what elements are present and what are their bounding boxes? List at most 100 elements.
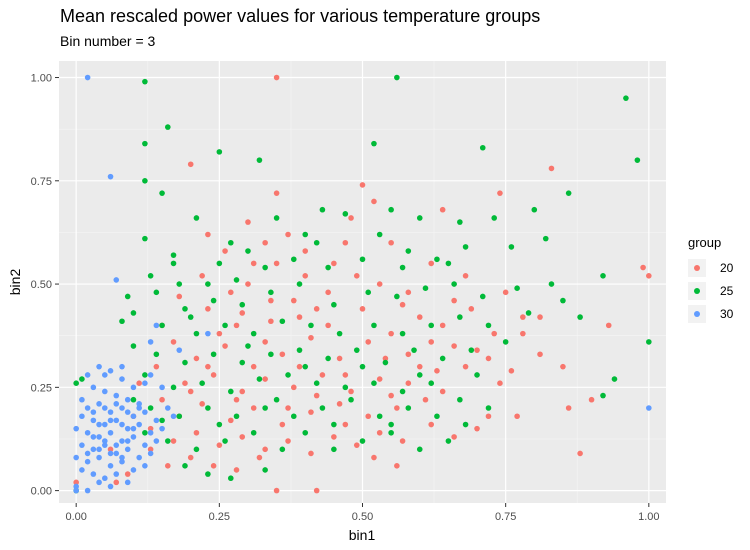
data-point-20 [422, 396, 429, 403]
data-point-25 [479, 144, 486, 151]
data-point-30 [130, 467, 137, 473]
data-point-20 [210, 463, 217, 469]
data-point-20 [205, 231, 211, 238]
data-point-25 [313, 380, 320, 387]
data-point-25 [147, 405, 154, 411]
data-point-30 [130, 434, 137, 440]
data-point-20 [325, 289, 331, 296]
data-point-20 [474, 347, 480, 353]
x-axis-title: bin1 [349, 527, 376, 543]
data-point-20 [290, 297, 297, 304]
data-point-25 [124, 293, 131, 300]
data-point-25 [170, 260, 177, 267]
data-point-25 [79, 376, 85, 382]
x-tick-label: 0.75 [495, 511, 516, 523]
data-point-20 [588, 396, 595, 403]
data-point-30 [90, 471, 97, 477]
data-point-30 [153, 438, 160, 444]
data-point-25 [279, 446, 286, 453]
data-point-20 [285, 231, 291, 238]
data-point-25 [262, 467, 268, 473]
legend-label-30: 30 [720, 307, 734, 321]
data-point-25 [210, 297, 217, 304]
data-point-20 [548, 165, 555, 172]
data-point-25 [296, 347, 303, 353]
data-point-25 [416, 215, 423, 221]
data-point-20 [388, 330, 394, 337]
data-point-30 [136, 405, 142, 411]
data-point-20 [577, 450, 583, 457]
data-point-25 [250, 330, 257, 337]
data-point-20 [348, 215, 354, 221]
data-point-20 [416, 363, 423, 370]
data-point-20 [296, 314, 303, 320]
data-point-30 [142, 409, 148, 415]
data-point-20 [170, 339, 177, 345]
data-point-25 [371, 322, 377, 329]
data-point-30 [107, 417, 114, 424]
data-point-30 [153, 322, 160, 329]
data-point-25 [216, 421, 223, 428]
data-point-30 [102, 405, 108, 411]
data-point-30 [119, 376, 125, 382]
data-point-25 [600, 273, 606, 279]
data-point-20 [187, 454, 194, 461]
y-axis-ticks: 0.00 0.25 0.50 0.75 1.00 [31, 73, 59, 498]
data-point-30 [79, 396, 85, 403]
legend-title: group [688, 235, 721, 250]
data-point-20 [262, 339, 268, 345]
data-point-30 [96, 363, 102, 370]
data-point-20 [308, 334, 314, 341]
data-point-30 [170, 413, 177, 420]
data-point-25 [531, 206, 538, 213]
data-point-20 [537, 314, 543, 320]
data-point-20 [428, 421, 435, 428]
data-points [73, 74, 652, 494]
data-point-30 [113, 417, 120, 424]
data-point-20 [124, 471, 131, 477]
data-point-25 [176, 281, 183, 287]
data-point-25 [130, 343, 137, 349]
data-point-20 [165, 463, 171, 469]
data-point-25 [147, 273, 154, 279]
data-point-25 [428, 380, 435, 387]
data-point-25 [416, 372, 423, 378]
data-point-20 [176, 293, 183, 300]
data-point-25 [199, 380, 205, 387]
x-tick-label: 0.25 [209, 511, 230, 523]
data-point-20 [268, 297, 274, 304]
data-point-20 [147, 446, 154, 453]
data-point-30 [136, 421, 142, 428]
data-point-25 [399, 388, 406, 395]
data-point-20 [565, 405, 572, 411]
data-point-25 [600, 392, 606, 399]
data-point-25 [422, 285, 429, 291]
data-point-30 [84, 405, 91, 411]
data-point-25 [434, 413, 440, 420]
data-point-30 [153, 417, 160, 424]
chart-title: Mean rescaled power values for various t… [60, 6, 540, 26]
data-point-25 [170, 252, 177, 258]
data-point-20 [227, 289, 234, 296]
data-point-20 [342, 239, 349, 246]
data-point-30 [102, 421, 108, 428]
y-tick-label: 0.75 [31, 176, 52, 188]
data-point-20 [434, 368, 440, 374]
data-point-20 [273, 74, 280, 81]
data-point-30 [84, 450, 91, 457]
data-point-30 [96, 401, 102, 407]
data-point-30 [142, 442, 148, 448]
data-point-25 [227, 388, 234, 395]
data-point-20 [239, 388, 246, 395]
data-point-20 [560, 363, 566, 370]
data-point-20 [451, 343, 457, 349]
chart-subtitle: Bin number = 3 [60, 33, 156, 49]
data-point-20 [313, 487, 320, 494]
data-point-30 [84, 74, 91, 81]
data-point-30 [107, 450, 114, 457]
data-point-30 [136, 454, 142, 461]
data-point-25 [205, 405, 211, 411]
data-point-20 [216, 330, 223, 337]
data-point-25 [376, 413, 383, 420]
data-point-20 [187, 388, 194, 395]
